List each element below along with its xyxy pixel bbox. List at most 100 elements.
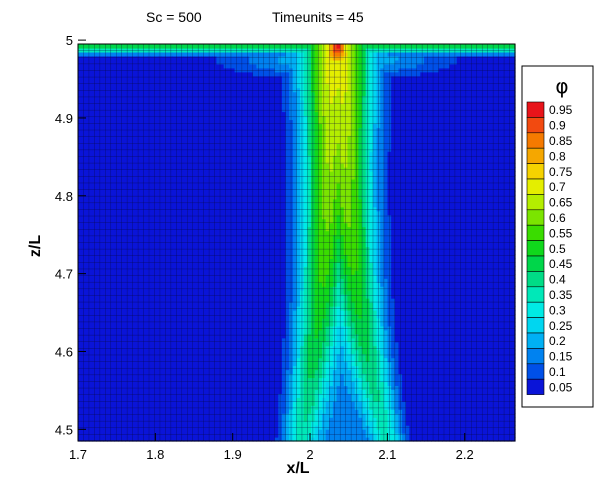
field-cell — [245, 71, 250, 77]
field-cell — [125, 309, 130, 315]
field-cell — [150, 214, 156, 220]
field-cell — [234, 345, 239, 351]
field-cell — [234, 107, 239, 113]
field-cell — [92, 325, 97, 331]
field-cell — [85, 143, 90, 148]
field-cell — [107, 123, 112, 128]
field-cell — [147, 349, 152, 355]
field-cell — [190, 83, 196, 89]
field-cell — [230, 234, 236, 240]
field-cell — [158, 210, 163, 216]
field-cell — [245, 87, 250, 93]
field-cell — [78, 83, 83, 89]
field-cell — [125, 417, 130, 422]
field-cell — [147, 333, 152, 339]
field-cell — [103, 254, 108, 259]
field-cell — [179, 393, 185, 398]
field-cell — [158, 369, 163, 375]
field-cell — [161, 333, 166, 339]
field-cell — [234, 337, 239, 343]
field-cell — [78, 135, 83, 140]
field-cell — [136, 341, 141, 347]
field-cell — [205, 401, 210, 406]
field-cell — [110, 385, 116, 390]
field-cell — [158, 139, 163, 144]
field-cell — [234, 111, 239, 117]
field-cell — [88, 385, 94, 390]
field-cell — [205, 381, 210, 387]
field-cell — [220, 385, 225, 390]
field-cell — [227, 266, 232, 271]
field-cell — [121, 59, 126, 65]
field-cell — [136, 107, 141, 113]
field-cell — [154, 353, 159, 359]
field-cell — [139, 286, 145, 291]
field-cell — [128, 421, 134, 426]
field-cell — [114, 55, 119, 61]
field-cell — [230, 151, 236, 156]
field-cell — [190, 63, 196, 69]
field-cell — [118, 401, 123, 406]
field-cell — [103, 131, 108, 136]
field-cell — [194, 95, 199, 101]
field-cell — [234, 393, 239, 398]
field-cell — [216, 401, 221, 406]
field-cell — [187, 178, 192, 184]
field-cell — [143, 437, 148, 442]
field-cell — [85, 71, 90, 77]
field-cell — [147, 175, 152, 180]
field-cell — [216, 79, 221, 85]
field-cell — [216, 171, 221, 176]
field-cell — [205, 159, 210, 164]
field-cell — [92, 218, 97, 224]
field-cell — [245, 365, 250, 371]
field-cell — [223, 107, 228, 113]
field-cell — [92, 147, 97, 152]
field-cell — [85, 290, 90, 295]
field-cell — [212, 325, 217, 331]
field-cell — [136, 155, 141, 160]
field-cell — [158, 147, 163, 152]
field-cell — [223, 337, 228, 343]
field-cell — [187, 409, 192, 414]
field-cell — [78, 429, 83, 434]
field-cell — [154, 333, 159, 339]
field-cell — [169, 365, 174, 371]
field-cell — [241, 381, 247, 387]
field-cell — [241, 238, 247, 244]
field-cell — [136, 202, 141, 208]
field-cell — [220, 171, 225, 176]
field-cell — [252, 91, 258, 97]
field-cell — [198, 202, 203, 208]
field-cell — [85, 190, 90, 196]
field-cell — [227, 91, 232, 97]
field-cell — [234, 47, 239, 53]
field-cell — [230, 214, 236, 220]
field-cell — [114, 369, 119, 375]
field-cell — [78, 210, 83, 216]
field-cell — [190, 159, 196, 164]
field-cell — [190, 135, 196, 140]
field-cell — [172, 230, 177, 236]
field-cell — [128, 51, 134, 57]
field-cell — [150, 222, 156, 228]
field-cell — [158, 425, 163, 430]
field-cell — [147, 190, 152, 196]
field-cell — [110, 79, 116, 85]
field-cell — [161, 234, 166, 240]
field-cell — [241, 226, 247, 232]
field-cell — [198, 309, 203, 315]
field-cell — [78, 373, 83, 379]
field-cell — [110, 377, 116, 383]
field-cell — [230, 294, 236, 299]
field-cell — [132, 246, 137, 252]
field-cell — [78, 333, 83, 339]
field-cell — [220, 182, 225, 188]
field-cell — [96, 321, 101, 327]
field-cell — [245, 198, 250, 204]
field-cell — [121, 325, 126, 331]
field-cell — [118, 147, 123, 152]
field-cell — [205, 182, 210, 188]
field-cell — [154, 234, 159, 240]
field-cell — [179, 55, 185, 61]
